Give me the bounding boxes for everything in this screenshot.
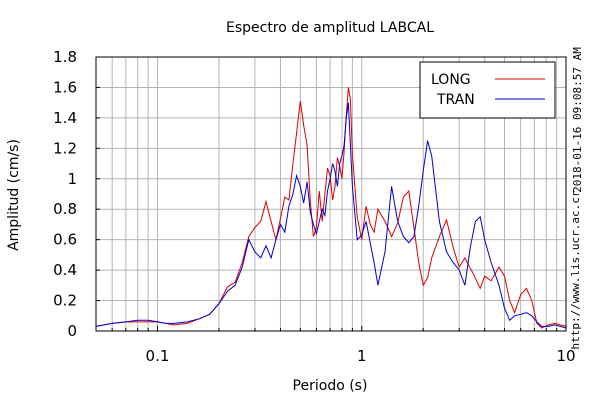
y-tick-label: 1.2: [53, 139, 77, 157]
x-tick-label: 1: [357, 347, 367, 365]
y-tick-label: 0: [67, 322, 77, 340]
series-layer: [95, 87, 567, 329]
y-axis-label: Amplitud (cm/s): [6, 139, 22, 251]
grid: [95, 56, 566, 332]
tick-labels: 0 0.2 0.4 0.6 0.8 1 1.2 1.4 1.6 1.8 0.1 1 10: [53, 48, 575, 365]
y-tick-label: 1.8: [53, 48, 77, 66]
legend-label-long: LONG: [431, 72, 471, 88]
y-tick-label: 0.6: [53, 231, 77, 249]
x-axis-label: Periodo (s): [293, 378, 368, 394]
timestamp-annotation: 2018-01-16 09:08:57 AM: [571, 47, 584, 193]
chart-title: Espectro de amplitud LABCAL: [226, 20, 434, 36]
legend-box: [419, 61, 556, 119]
y-tick-label: 1.6: [53, 78, 77, 96]
url-annotation: http://www.lis.ucr.ac.cr: [569, 190, 582, 349]
y-tick-label: 0.8: [53, 200, 77, 218]
y-tick-label: 1: [67, 170, 77, 188]
legend-label-tran: TRAN: [436, 92, 475, 108]
y-tick-label: 0.2: [53, 292, 77, 310]
legend: LONG TRAN: [419, 61, 556, 119]
y-tick-label: 1.4: [53, 109, 77, 127]
x-tick-label: 10: [556, 347, 575, 365]
ticks: [95, 56, 558, 332]
series-line-long: [95, 87, 567, 329]
series-line-tran: [95, 102, 567, 329]
plot-frame: [95, 56, 567, 332]
x-tick-label: 0.1: [146, 347, 170, 365]
y-tick-label: 0.4: [53, 261, 77, 279]
